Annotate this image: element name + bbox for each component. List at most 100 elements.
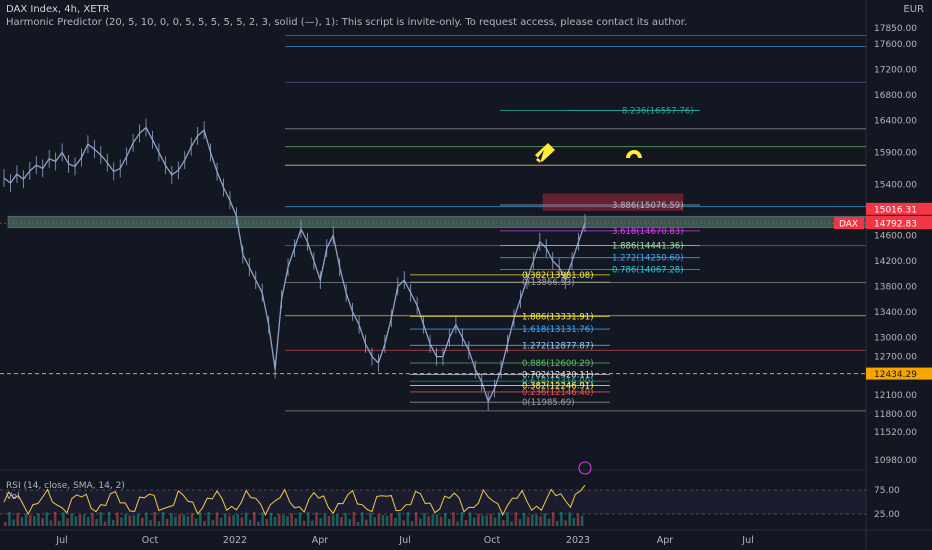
volume-bar [302,520,306,526]
fib-label: 0.786(14067.28) [612,265,684,275]
volume-bar [74,516,78,526]
volume-bar [439,516,443,526]
fib-label: 3.886(15076.59) [612,201,684,211]
x-tick-label: Jul [398,535,410,546]
x-tick-label: Oct [484,535,501,546]
volume-bar [547,518,551,526]
volume-bar [298,512,302,526]
volume-bar [253,512,256,526]
volume-bar [78,514,82,526]
volume-bar [211,520,215,526]
volume-bar [178,514,181,526]
volume-bar [24,514,28,526]
volume-bar [493,517,497,526]
alert-icon [578,461,592,475]
volume-bar [186,516,190,526]
volume-bar [282,514,285,526]
volume-bar [244,512,248,526]
volume-bar [327,515,331,526]
x-tick-label: Jul [55,535,67,546]
volume-bar [20,517,24,526]
rsi-tick-label: 25.00 [874,510,900,520]
volume-bar [33,515,36,526]
volume-bar [373,517,376,526]
volume-bar [365,519,368,526]
volume-bar [82,514,86,526]
price-tag-value: 12434.29 [874,370,917,380]
volume-bar [132,515,136,526]
fib-label: 1.618(13131.76) [522,325,594,335]
rsi-indicator-label: RSI (14, close, SMA, 14, 2) [6,481,125,491]
volume-bar [489,513,493,526]
volume-bar [427,516,430,526]
rsi-tick-label: 75.00 [874,486,900,496]
fib-label: 8.236(16557.76) [622,106,694,116]
volume-bar [248,519,252,526]
volume-bar [157,521,161,526]
volume-bar [12,519,15,526]
volume-bar [236,513,239,526]
y-tick-label: 16800.00 [874,91,917,101]
volume-bar [190,513,194,526]
volume-bar [306,512,310,526]
volume-bar [161,512,165,526]
volume-bar [435,514,439,526]
volume-bar [502,519,505,526]
fib-label: 0(13866.53) [522,278,575,288]
volume-bar [356,521,360,526]
price-tag-bg [866,367,932,380]
fib-label: 1.886(14441.36) [612,242,684,252]
currency-label: EUR [903,4,924,15]
volume-bar [269,512,273,526]
chart-title: DAX Index, 4h, XETR [6,4,110,15]
fib-label: 0.236(12146.40) [522,388,594,398]
volume-bar [423,513,426,526]
rsi-line [3,484,586,517]
volume-bar [522,512,526,526]
volume-bar [340,516,343,526]
volume-bar [223,513,227,526]
volume-bar [111,519,115,526]
volume-bar [107,512,111,526]
price-tag-bg [866,202,932,215]
x-tick-label: Apr [657,535,674,546]
volume-bar [170,513,173,526]
volume-bar [385,515,389,526]
volume-bar [352,512,356,526]
y-tick-label: 11800.00 [874,410,917,420]
volume-bar [194,518,198,526]
y-tick-label: 14600.00 [874,231,917,241]
volume-bar [402,520,405,526]
volume-bar [344,512,347,526]
volume-bar [62,512,65,526]
volume-bar [414,512,418,526]
volume-bar [265,519,269,526]
volume-bar [149,520,152,526]
volume-bar [120,517,123,526]
volume-bar [518,518,522,526]
volume-bar [145,512,148,526]
volume-bar [514,512,518,526]
volume-bar [49,520,53,526]
fib-label: 3.618(14670.83) [612,227,684,237]
volume-bar [456,521,459,526]
hammer-icon [535,143,555,163]
volume-bar [460,512,464,526]
y-tick-label: 15900.00 [874,148,917,158]
y-tick-label: 17850.00 [874,24,917,34]
volume-bar [472,517,476,526]
volume-bar [294,518,298,526]
volume-bar [174,516,177,526]
volume-bar [580,515,584,526]
volume-bar [535,514,538,526]
volume-bar [419,518,422,526]
volume-bar [95,519,98,526]
fib-label: 1.272(14250.60) [612,254,684,264]
volume-bar [381,515,385,526]
volume-bar [87,516,90,526]
price-tag-value: 15016.31 [874,205,917,215]
fib-label: 0(11985.69) [522,398,575,408]
volume-bar [485,515,488,526]
volume-bar [99,512,103,526]
